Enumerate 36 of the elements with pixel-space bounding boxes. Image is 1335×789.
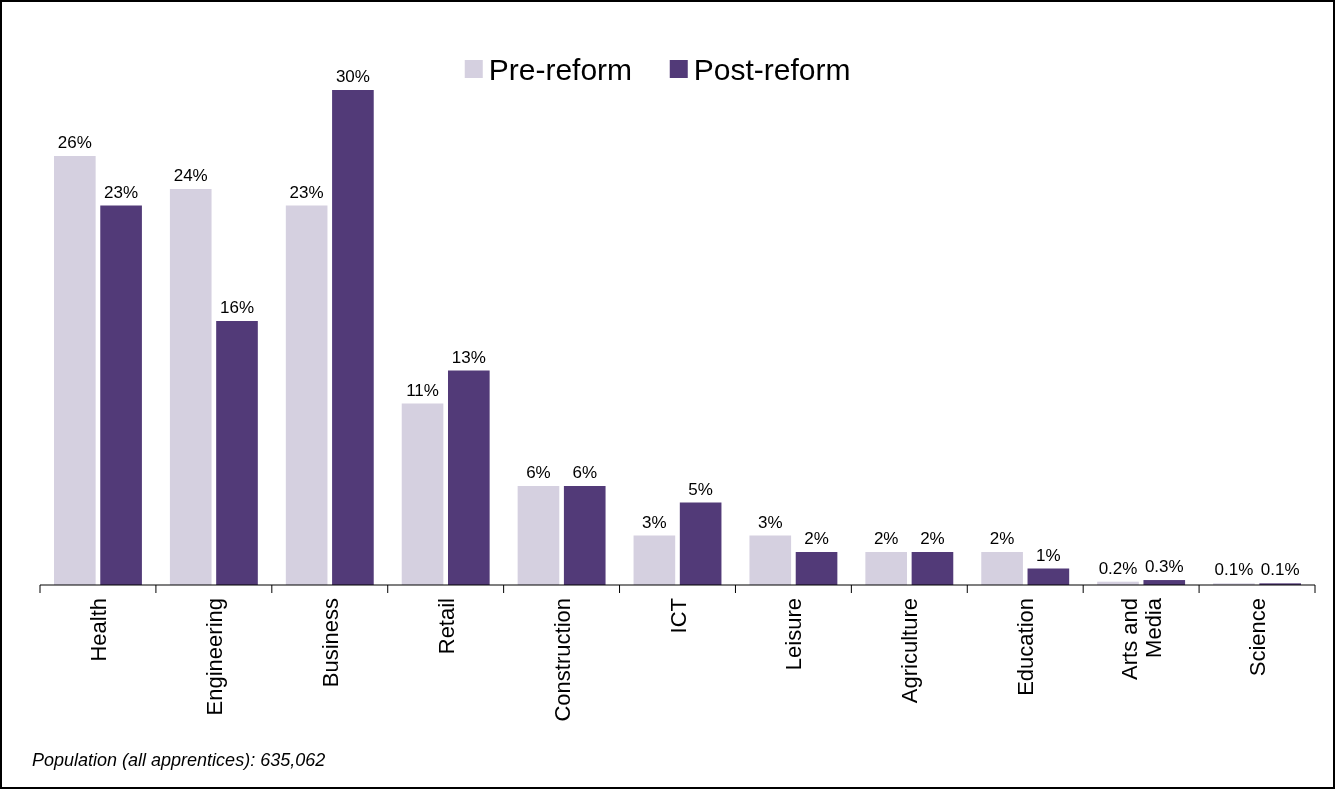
data-label: 2% <box>873 529 899 548</box>
data-label: 0.3% <box>1144 557 1184 577</box>
x-tick-label: Education <box>1013 598 1039 696</box>
x-tick-label: Leisure <box>781 598 807 671</box>
data-label: 2% <box>804 529 829 548</box>
data-label: 2% <box>989 529 1015 548</box>
text: Population (all apprentices): 635,062 <box>32 750 326 770</box>
data-label: 0.1% <box>1214 560 1254 580</box>
x-tick-label: Construction <box>549 598 575 722</box>
data-label: 0.1% <box>1260 560 1300 580</box>
x-tick-label: Health <box>85 598 111 662</box>
data-label: 6% <box>572 463 598 482</box>
x-tick-label: Science <box>1245 598 1271 677</box>
x-tick-label: Engineering <box>201 598 227 716</box>
data-label: 16% <box>219 298 255 317</box>
data-label: 1% <box>1036 545 1061 565</box>
x-tick-label: Arts and Media <box>1117 597 1167 680</box>
data-label: 5% <box>688 479 713 499</box>
x-tick-label: Business <box>317 598 343 688</box>
data-label: 24% <box>173 166 208 185</box>
data-label: 11% <box>406 380 439 400</box>
x-tick-label: ICT <box>665 598 691 634</box>
data-label: 0.2% <box>1098 558 1138 578</box>
data-label: 2% <box>920 529 945 548</box>
data-label: 3% <box>642 512 667 532</box>
data-label: 23% <box>289 182 324 202</box>
x-tick-label: Agriculture <box>897 598 923 704</box>
data-label: 13% <box>451 347 486 367</box>
data-label: 26% <box>57 133 92 152</box>
data-label: 3% <box>757 512 783 532</box>
data-label: 30% <box>335 67 370 86</box>
x-tick-label: Retail <box>433 598 459 655</box>
data-label: 23% <box>104 182 139 202</box>
data-label: 6% <box>526 463 551 482</box>
legend-label: Post-reform <box>693 53 851 86</box>
legend-label: Pre-reform <box>488 53 633 86</box>
